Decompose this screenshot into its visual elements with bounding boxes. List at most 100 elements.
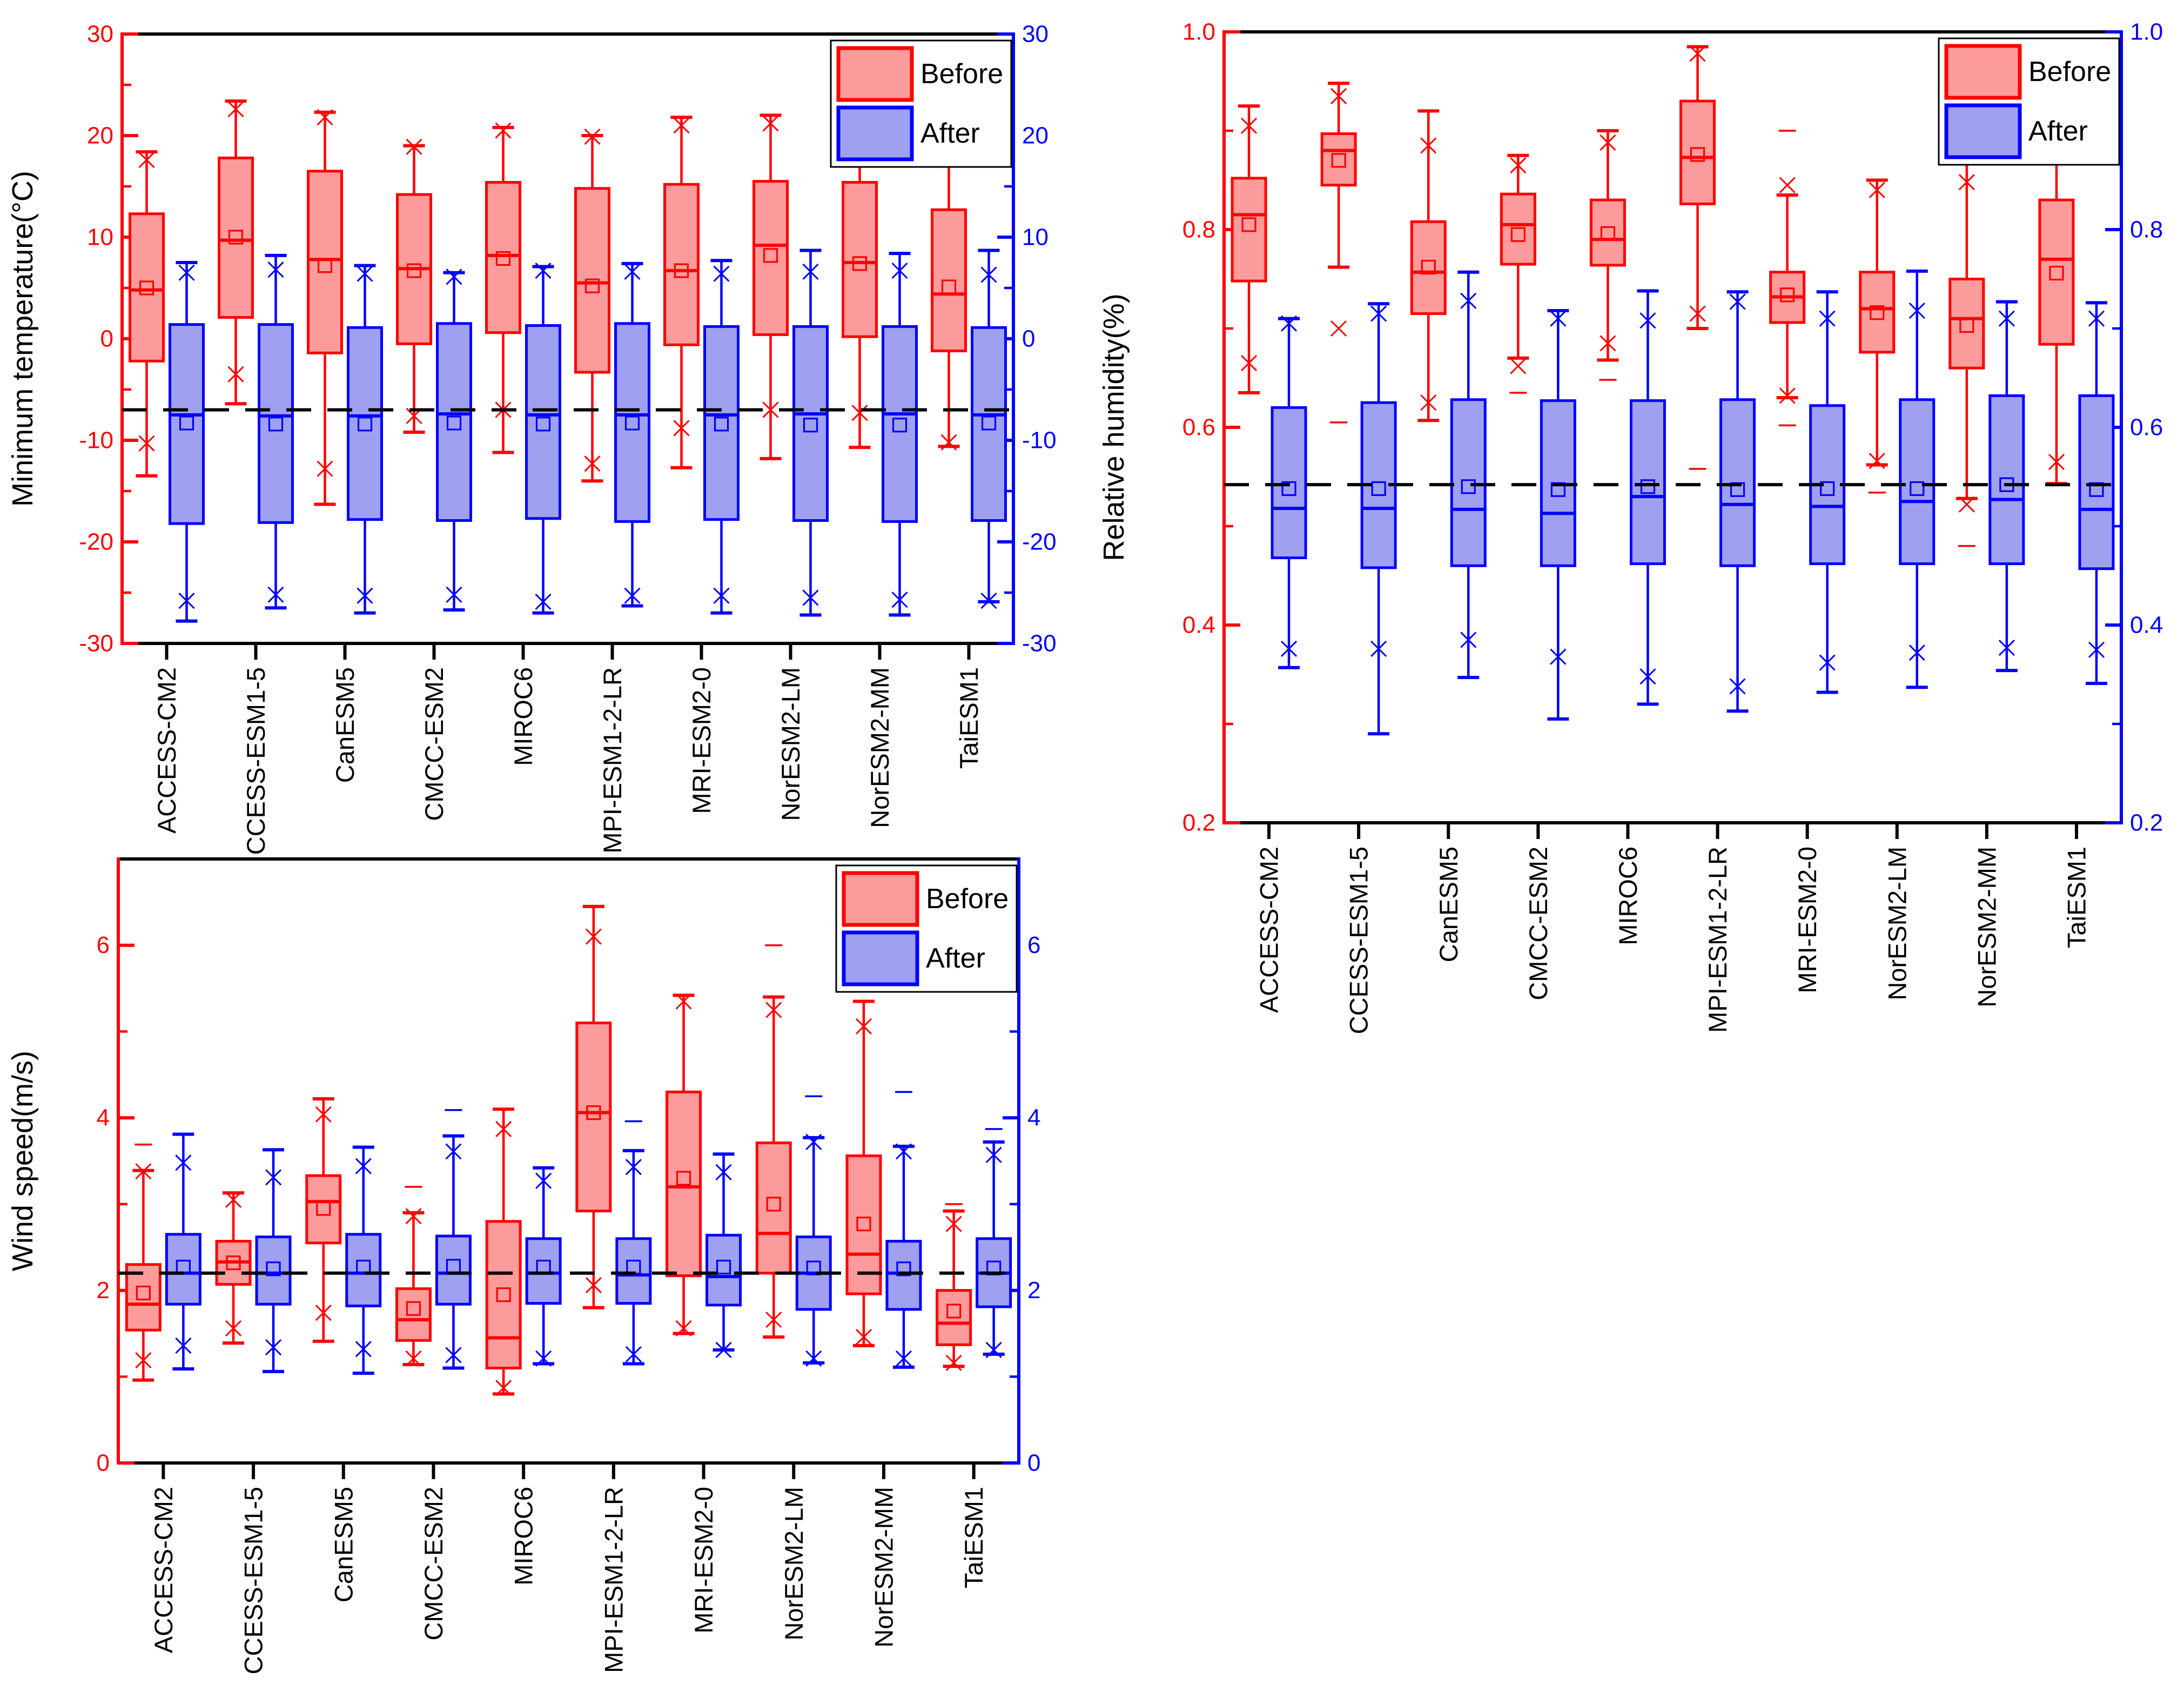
x-category-label: MIROC6 xyxy=(509,1487,538,1586)
iqr-box xyxy=(2038,198,2075,346)
x-marker-high xyxy=(980,266,997,283)
x-marker-high xyxy=(762,115,779,132)
iqr-box xyxy=(1320,132,1357,187)
x-marker-low xyxy=(891,592,908,608)
y-tick-label-left: 6 xyxy=(97,932,110,958)
x-marker-high xyxy=(1600,134,1616,151)
legend-label-after: After xyxy=(920,118,980,149)
x-marker-low xyxy=(715,1341,732,1358)
box-group-after-3 xyxy=(1540,309,1576,721)
y-tick-label-left: 10 xyxy=(87,224,113,251)
iqr-box xyxy=(574,187,610,374)
box-group-before-8 xyxy=(845,999,882,1347)
mean-marker xyxy=(1241,217,1256,232)
x-marker-low xyxy=(1370,640,1387,657)
mean-marker xyxy=(1461,479,1476,494)
box-plot-svg: 30 30 20 20 10 10 0 0 -10 -10 -20 -20 -30 -30 Minimum … xyxy=(6,21,1057,855)
x-marker-low xyxy=(1689,305,1706,322)
x-marker-high xyxy=(135,1163,152,1180)
box-group-before-5 xyxy=(575,904,612,1310)
x-marker-low xyxy=(985,1341,1002,1358)
x-category-label: CCESS-ESM1-5 xyxy=(239,1487,268,1674)
x-marker-low xyxy=(675,1320,692,1337)
x-category-label: TaiESM1 xyxy=(959,1487,988,1588)
iqr-box xyxy=(1679,99,1716,205)
x-marker-high xyxy=(1779,177,1796,193)
x-marker-high xyxy=(1370,305,1387,322)
box-group-before-6 xyxy=(1769,130,1806,427)
box-group-before-8 xyxy=(842,118,878,449)
x-marker-low xyxy=(1240,354,1258,372)
y-axis-title: Minimum temperature(°C) xyxy=(6,171,39,507)
iqr-box xyxy=(792,325,829,522)
x-marker-high xyxy=(355,1158,372,1174)
x-marker-high xyxy=(1909,302,1925,319)
x-marker-high xyxy=(1550,310,1567,327)
x-marker-high xyxy=(1819,310,1836,327)
chart-relative-humidity: 1.0 1.0 0.8 0.8 0.6 0.6 0.4 0.4 0.2 0.2 Relative h… xyxy=(1091,0,2184,1048)
x-marker-low xyxy=(317,460,333,477)
y-tick-label-left: -20 xyxy=(79,529,113,555)
mean-marker xyxy=(1640,479,1656,494)
box-group-after-9 xyxy=(971,249,1007,609)
box-group-before-4 xyxy=(1589,129,1626,381)
legend-label-before: Before xyxy=(2028,56,2111,88)
x-marker-low xyxy=(267,586,284,603)
iqr-box xyxy=(1629,399,1666,566)
box-group-after-8 xyxy=(885,1091,922,1369)
x-category-label: CMCC-ESM2 xyxy=(420,667,448,821)
x-marker-high xyxy=(405,1208,422,1225)
iqr-box xyxy=(755,1141,792,1275)
x-marker-high xyxy=(1510,157,1527,174)
mean-marker xyxy=(1371,481,1386,496)
x-category-label: CanESM5 xyxy=(331,667,359,783)
y-tick-label-left: -30 xyxy=(79,630,113,657)
box-group-after-0 xyxy=(165,1132,201,1371)
iqr-box xyxy=(525,1237,562,1305)
mean-marker xyxy=(535,417,551,432)
iqr-box xyxy=(485,1220,522,1370)
mean-marker xyxy=(763,248,778,263)
x-marker-low xyxy=(315,1305,332,1321)
mean-marker xyxy=(495,251,511,266)
x-marker-high xyxy=(445,1143,462,1160)
chart-wind-speed: 6 6 4 4 2 2 0 0 Wind speed(m/s) ACCESS-CM2 CCESS-E… xyxy=(0,855,1091,1685)
x-marker-low xyxy=(1998,640,2015,656)
legend-swatch-after xyxy=(1944,103,2022,159)
x-marker-low xyxy=(227,366,244,382)
mean-marker xyxy=(981,415,997,431)
mean-marker xyxy=(852,256,868,271)
iqr-box xyxy=(842,180,878,338)
iqr-box xyxy=(436,322,472,522)
box-group-before-0 xyxy=(129,150,165,478)
chart-minimum-temperature: 30 30 20 20 10 10 0 0 -10 -10 -20 -20 -30 -30 Minimum … xyxy=(0,0,1091,855)
x-marker-low xyxy=(175,1337,192,1354)
mean-marker xyxy=(1600,226,1616,241)
iqr-box xyxy=(703,325,740,521)
x-marker-high xyxy=(2088,310,2105,327)
box-group-after-6 xyxy=(703,259,740,615)
y-tick-label-right: 0.4 xyxy=(2130,612,2163,639)
box-group-before-5 xyxy=(1679,45,1716,470)
y-tick-label-right: 6 xyxy=(1027,932,1040,958)
y-tick-label-left: -10 xyxy=(79,427,113,454)
box-group-after-4 xyxy=(525,1166,562,1367)
x-marker-high xyxy=(985,1146,1002,1163)
legend-label-after: After xyxy=(926,943,985,974)
y-tick-label-left: 2 xyxy=(97,1277,110,1304)
y-tick-label-left: 0.4 xyxy=(1182,612,1215,639)
box-group-before-9 xyxy=(931,139,967,451)
x-marker-high xyxy=(138,152,155,169)
y-tick-label-left: 20 xyxy=(87,123,113,149)
iqr-box xyxy=(305,1174,342,1245)
box-group-after-1 xyxy=(258,253,294,610)
x-marker-low xyxy=(673,420,690,437)
box-group-before-1 xyxy=(218,99,254,406)
mean-marker xyxy=(2049,265,2064,281)
x-marker-low xyxy=(178,592,195,609)
iqr-box xyxy=(2078,394,2115,570)
box-group-before-9 xyxy=(936,1203,972,1371)
box-group-after-2 xyxy=(345,1145,382,1375)
x-marker-low xyxy=(1779,387,1796,404)
y-tick-label-right: 4 xyxy=(1027,1105,1040,1131)
